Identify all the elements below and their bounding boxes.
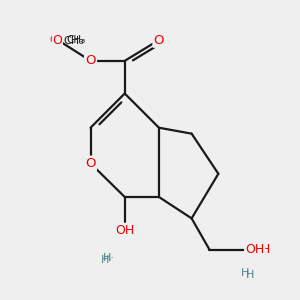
Text: O: O bbox=[245, 243, 255, 256]
Text: O: O bbox=[154, 34, 164, 46]
Text: OH: OH bbox=[115, 227, 134, 240]
Text: H·: H· bbox=[102, 253, 114, 262]
Text: O: O bbox=[85, 54, 96, 67]
Text: O: O bbox=[154, 34, 164, 46]
Text: H: H bbox=[245, 270, 254, 280]
Text: O: O bbox=[85, 157, 96, 170]
Text: O: O bbox=[52, 34, 62, 46]
Text: CH₃: CH₃ bbox=[63, 36, 84, 46]
Text: H·: H· bbox=[101, 255, 113, 265]
Text: CH₃: CH₃ bbox=[67, 35, 86, 45]
Text: O: O bbox=[50, 35, 58, 45]
Text: O: O bbox=[85, 157, 95, 170]
Text: OH: OH bbox=[115, 224, 134, 237]
Text: OH: OH bbox=[251, 243, 270, 256]
Text: O: O bbox=[85, 54, 95, 67]
Text: H: H bbox=[241, 268, 249, 278]
Text: OH: OH bbox=[245, 243, 264, 256]
